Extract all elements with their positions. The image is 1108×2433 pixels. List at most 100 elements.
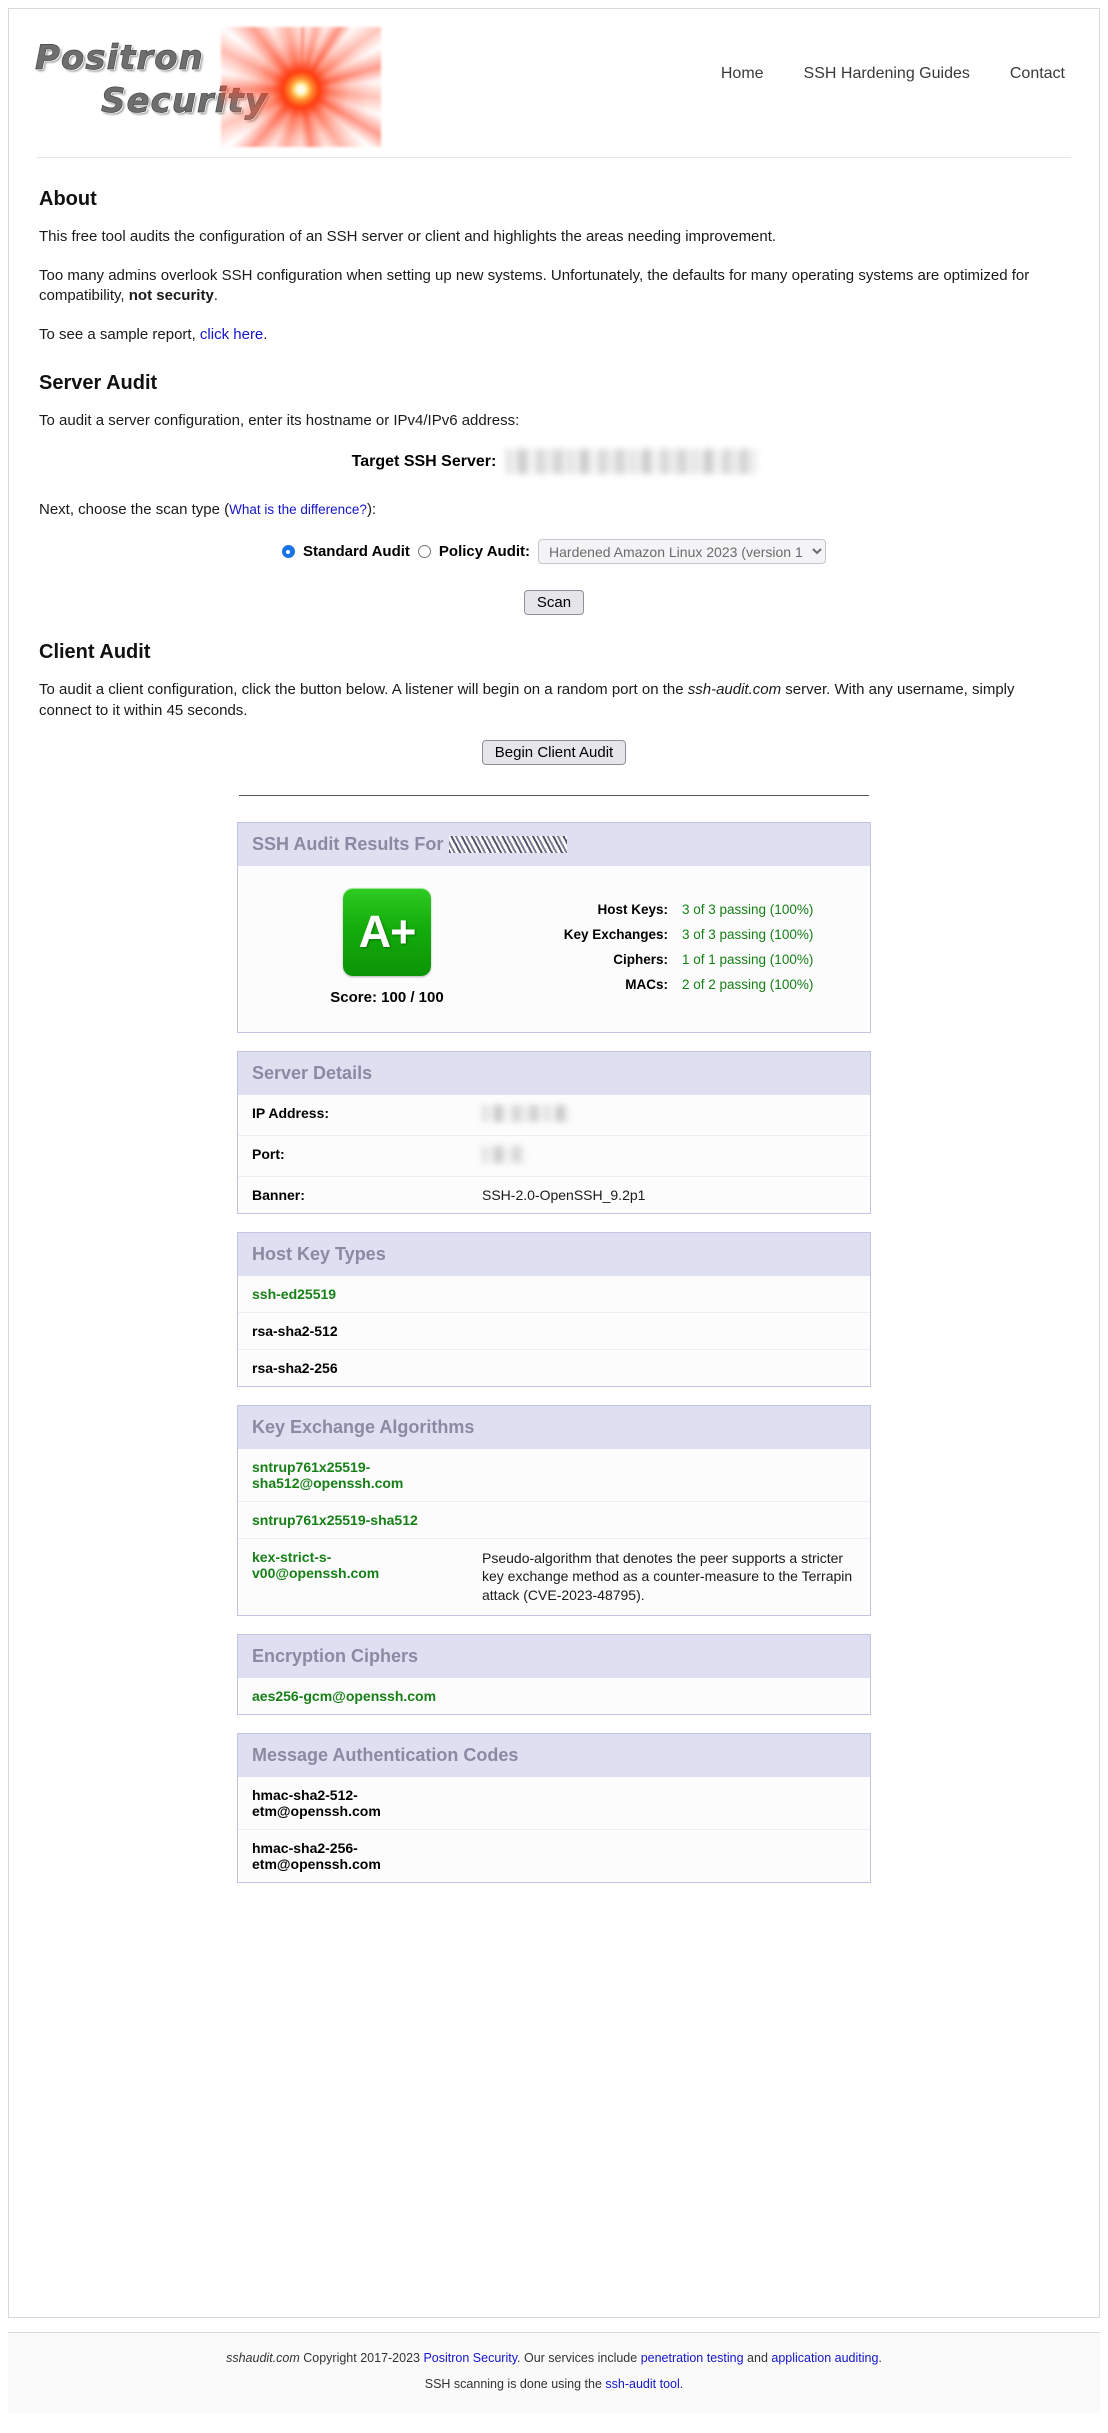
nav-item-home[interactable]: Home [720, 65, 764, 82]
stat-label-key-exchanges: Key Exchanges: [563, 926, 668, 942]
label-policy-audit[interactable]: Policy Audit: [438, 543, 531, 561]
results-panel-header: SSH Audit Results For [238, 822, 870, 866]
table-row: hmac-sha2-256-etm@openssh.com [238, 1829, 870, 1883]
algorithm-name: kex-strict-s-v00@openssh.com [238, 1537, 468, 1616]
main-content: About This free tool audits the configur… [9, 158, 1099, 1884]
begin-client-audit-button[interactable]: Begin Client Audit [481, 739, 627, 765]
footer-scanning-text: SSH scanning is done using the [424, 2377, 606, 2391]
target-server-row: Target SSH Server: [39, 449, 1069, 475]
client-audit-button-row: Begin Client Audit [39, 739, 1069, 765]
grade-badge: A+ [343, 887, 431, 976]
client-intro-domain: ssh-audit.com [687, 681, 782, 699]
macs-heading: Message Authentication Codes [238, 1734, 870, 1778]
algorithm-note [468, 1678, 870, 1714]
score-stats: Host Keys: 3 of 3 passing (100%) Key Exc… [522, 902, 856, 992]
site-header: Positron Security Home SSH Hardening Gui… [9, 9, 1099, 157]
about-heading: About [39, 188, 97, 210]
results-title: SSH Audit Results For [252, 833, 444, 854]
main-nav: Home SSH Hardening Guides Contact [721, 65, 1065, 83]
nav-item-contact[interactable]: Contact [1009, 65, 1065, 82]
logo-line-2: Security [101, 80, 268, 121]
detail-value-ip [468, 1095, 870, 1136]
stat-row: MACs: 2 of 2 passing (100%) [522, 977, 856, 992]
footer-period-2: . [679, 2377, 684, 2391]
algorithm-note [468, 1829, 870, 1883]
label-standard-audit[interactable]: Standard Audit [302, 543, 410, 561]
stat-label-macs: MACs: [625, 976, 668, 992]
algorithm-name: hmac-sha2-256-etm@openssh.com [238, 1829, 468, 1883]
policy-select[interactable]: Hardened Amazon Linux 2023 (version 1) [538, 539, 827, 565]
radio-standard-audit[interactable] [281, 545, 295, 559]
table-row: ssh-ed25519 [238, 1276, 870, 1313]
algorithm-name: sntrup761x25519-sha512 [238, 1500, 468, 1538]
about-p2-emphasis: not security [128, 287, 214, 305]
scan-type-options: Standard Audit Policy Audit: Hardened Am… [39, 539, 1069, 565]
macs-table: hmac-sha2-512-etm@openssh.com hmac-sha2-… [238, 1777, 870, 1883]
sample-report-link[interactable]: click here [199, 326, 264, 344]
algorithm-note [468, 1311, 870, 1349]
footer-line-2: SSH scanning is done using the ssh-audit… [8, 2377, 1100, 2391]
scan-type-intro: Next, choose the scan type (What is the … [39, 500, 1069, 521]
radio-policy-audit[interactable] [417, 545, 431, 559]
footer-site-name: sshaudit.com [226, 2351, 300, 2365]
about-paragraph-3: To see a sample report, click here. [39, 325, 1069, 346]
site-logo[interactable]: Positron Security [31, 27, 431, 147]
algorithm-name: rsa-sha2-512 [238, 1311, 468, 1349]
results-divider [239, 794, 869, 796]
stat-value-ciphers: 1 of 1 passing (100%) [682, 951, 814, 967]
host-key-types-heading: Host Key Types [238, 1232, 870, 1276]
scan-type-text-a: Next, choose the scan type ( [39, 501, 230, 519]
about-p2-text-a: Too many admins overlook SSH configurati… [39, 266, 1030, 305]
stat-row: Key Exchanges: 3 of 3 passing (100%) [522, 927, 856, 942]
page-frame: Positron Security Home SSH Hardening Gui… [8, 8, 1100, 2318]
algorithm-note [468, 1500, 870, 1538]
score-left: A+ Score: 100 / 100 [252, 887, 522, 1006]
stat-value-host-keys: 3 of 3 passing (100%) [682, 901, 814, 917]
encryption-ciphers-panel: Encryption Ciphers aes256-gcm@openssh.co… [237, 1634, 871, 1716]
server-details-panel: Server Details IP Address: Port: Banner:… [237, 1050, 871, 1214]
table-row: rsa-sha2-256 [238, 1348, 870, 1386]
scan-type-text-b: ): [366, 501, 377, 519]
client-audit-intro: To audit a client configuration, click t… [39, 680, 1069, 721]
host-key-types-table: ssh-ed25519 rsa-sha2-512 rsa-sha2-256 [238, 1276, 870, 1386]
stat-value-macs: 2 of 2 passing (100%) [682, 976, 814, 992]
detail-value-port [468, 1134, 870, 1176]
detail-key: IP Address: [252, 1104, 330, 1121]
results-host-redacted [449, 836, 568, 854]
footer-link-penetration-testing[interactable]: penetration testing [640, 2351, 744, 2365]
detail-key: Port: [238, 1134, 468, 1176]
nav-item-ssh-hardening-guides[interactable]: SSH Hardening Guides [803, 65, 970, 82]
table-row: hmac-sha2-512-etm@openssh.com [238, 1777, 870, 1830]
client-audit-heading: Client Audit [39, 641, 151, 664]
table-row: Port: [238, 1134, 870, 1176]
score-text: Score: 100 / 100 [330, 988, 444, 1006]
key-exchange-heading: Key Exchange Algorithms [238, 1405, 870, 1449]
table-row: rsa-sha2-512 [238, 1311, 870, 1349]
encryption-ciphers-heading: Encryption Ciphers [238, 1635, 870, 1679]
about-paragraph-1: This free tool audits the configuration … [39, 228, 777, 245]
footer-link-ssh-audit-tool[interactable]: ssh-audit tool [605, 2377, 680, 2391]
scan-type-difference-link[interactable]: What is the difference? [229, 502, 367, 518]
table-row: sntrup761x25519-sha512@openssh.com [238, 1449, 870, 1502]
footer-services-text: . Our services include [517, 2351, 641, 2365]
server-details-heading: Server Details [238, 1051, 870, 1095]
encryption-ciphers-table: aes256-gcm@openssh.com [238, 1678, 870, 1714]
table-row: Banner: SSH-2.0-OpenSSH_9.2p1 [238, 1175, 870, 1213]
algorithm-note [468, 1777, 870, 1830]
stat-label-ciphers: Ciphers: [613, 951, 668, 967]
algorithm-name: aes256-gcm@openssh.com [252, 1688, 437, 1705]
target-server-input[interactable] [506, 449, 757, 475]
server-audit-intro: To audit a server configuration, enter i… [39, 411, 520, 429]
server-details-table: IP Address: Port: Banner: SSH-2.0-OpenSS… [238, 1095, 870, 1213]
algorithm-name: rsa-sha2-256 [238, 1348, 468, 1386]
algorithm-name: ssh-ed25519 [252, 1285, 337, 1302]
about-p3-text-b: . [263, 326, 268, 344]
footer-link-positron-security[interactable]: Positron Security [423, 2351, 518, 2365]
footer-link-application-auditing[interactable]: application auditing [771, 2351, 879, 2365]
algorithm-note [468, 1276, 870, 1313]
score-body: A+ Score: 100 / 100 Host Keys: 3 of 3 pa… [238, 866, 870, 1032]
table-row: sntrup761x25519-sha512 [238, 1500, 870, 1538]
scan-button[interactable]: Scan [523, 590, 585, 616]
stat-row: Ciphers: 1 of 1 passing (100%) [522, 952, 856, 967]
